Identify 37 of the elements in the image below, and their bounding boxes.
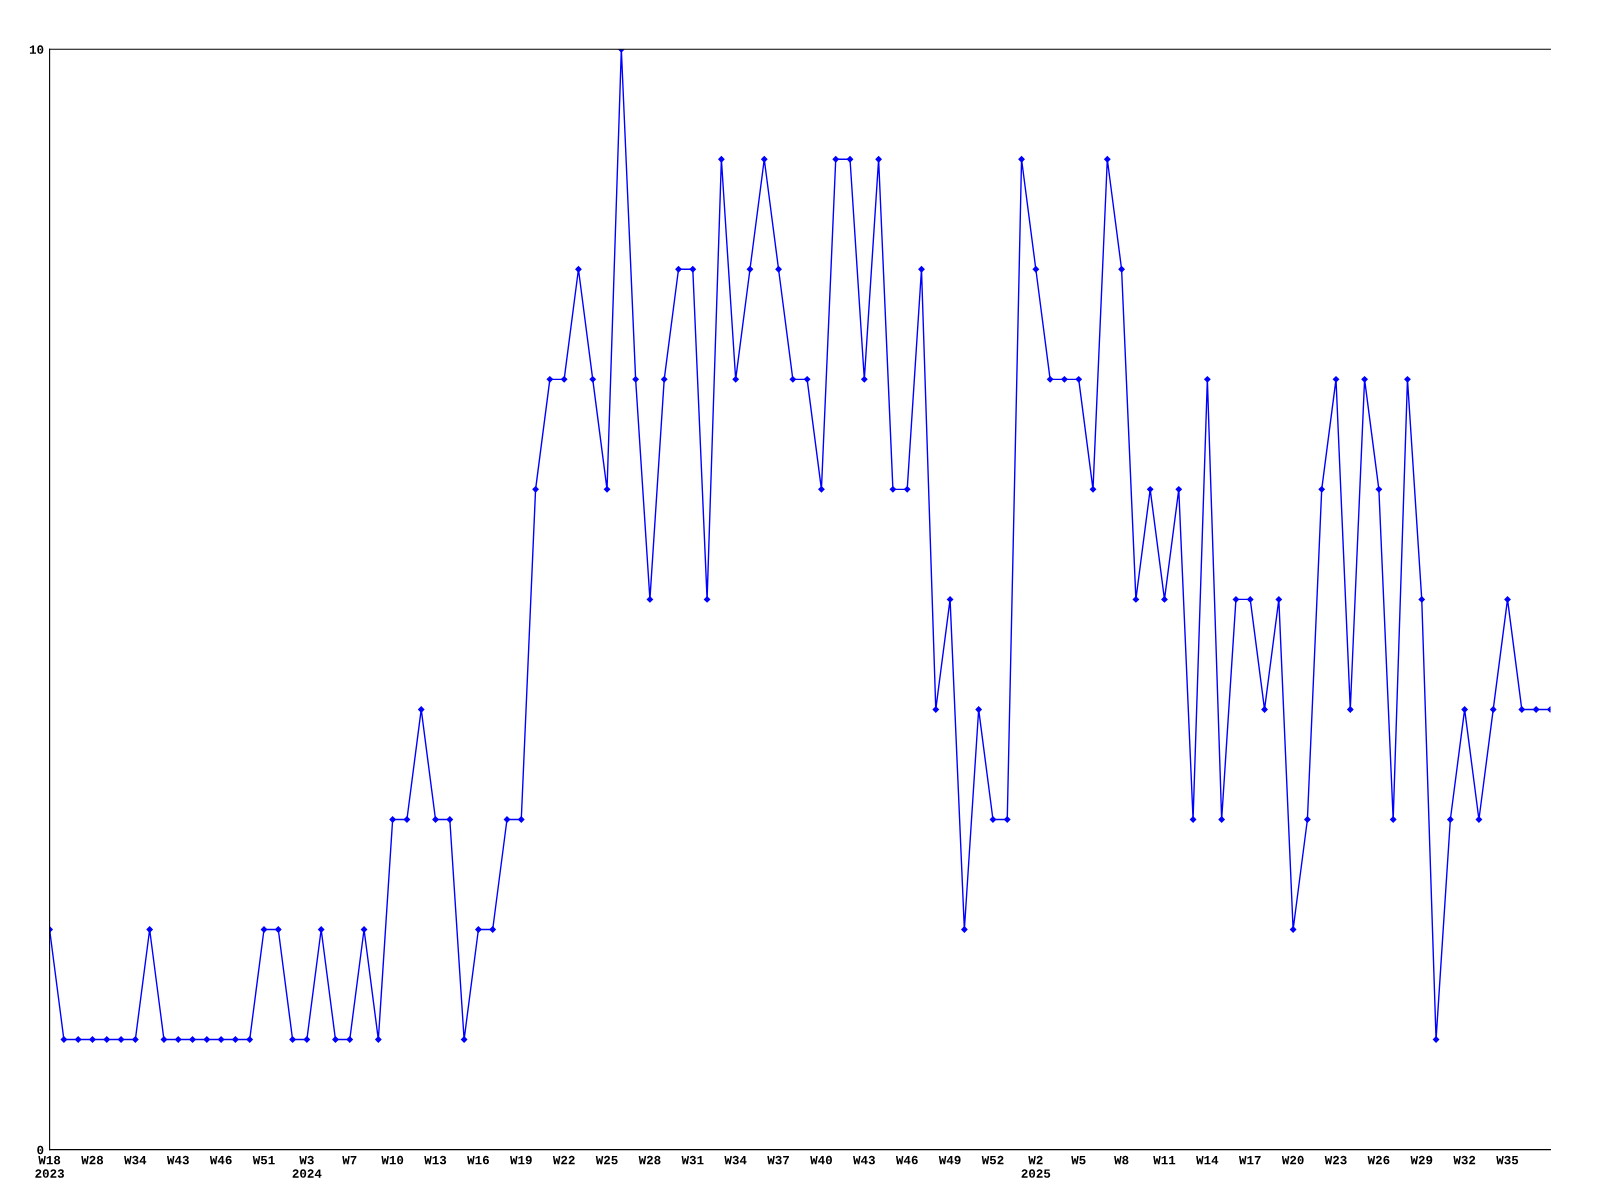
x-tick-label: W14 bbox=[1196, 1155, 1219, 1165]
x-tick-label: W23 bbox=[1324, 1155, 1347, 1165]
x-tick-label: W25 bbox=[595, 1155, 618, 1165]
x-tick-label: W18 2023 bbox=[35, 1155, 64, 1178]
x-tick-label: W17 bbox=[1238, 1155, 1261, 1165]
x-tick-label: W19 bbox=[510, 1155, 532, 1165]
x-tick-label: W7 bbox=[342, 1155, 357, 1165]
x-tick-label: W13 bbox=[424, 1155, 447, 1165]
x-tick-label: W43 bbox=[853, 1155, 875, 1165]
x-tick-label: W52 bbox=[981, 1155, 1004, 1165]
y-tick-label: 10 bbox=[29, 45, 44, 54]
x-tick-label: W3 2024 bbox=[292, 1155, 322, 1178]
x-tick-label: W49 bbox=[938, 1155, 961, 1165]
x-tick-label: W8 bbox=[1114, 1155, 1129, 1165]
x-tick-label: W11 bbox=[1153, 1155, 1176, 1165]
x-tick-label: W26 bbox=[1367, 1155, 1390, 1165]
x-tick-label: W31 bbox=[681, 1155, 704, 1165]
x-tick-label: W28 bbox=[81, 1155, 104, 1165]
x-tick-label: W28 bbox=[638, 1155, 661, 1165]
x-tick-label: W10 bbox=[381, 1155, 404, 1165]
x-tick-label: W2 2025 bbox=[1021, 1155, 1051, 1178]
x-tick-label: W22 bbox=[552, 1155, 575, 1165]
x-tick-label: W43 bbox=[166, 1155, 189, 1165]
x-tick-label: W46 bbox=[895, 1155, 918, 1165]
x-tick-label: W32 bbox=[1453, 1155, 1476, 1165]
x-tick-label: W46 bbox=[209, 1155, 232, 1165]
x-tick-label: W5 bbox=[1071, 1155, 1086, 1165]
y-tick-label: 0 bbox=[37, 1145, 44, 1155]
x-tick-label: W29 bbox=[1410, 1155, 1433, 1165]
x-tick-label: W40 bbox=[810, 1155, 832, 1165]
x-tick-label: W35 bbox=[1496, 1155, 1519, 1165]
x-tick-label: W20 bbox=[1281, 1155, 1304, 1165]
x-tick-label: W34 bbox=[724, 1155, 747, 1165]
x-tick-label: W51 bbox=[252, 1155, 275, 1165]
x-tick-label: W37 bbox=[767, 1155, 789, 1165]
x-tick-label: W16 bbox=[467, 1155, 489, 1165]
x-tick-label: W34 bbox=[124, 1155, 147, 1165]
